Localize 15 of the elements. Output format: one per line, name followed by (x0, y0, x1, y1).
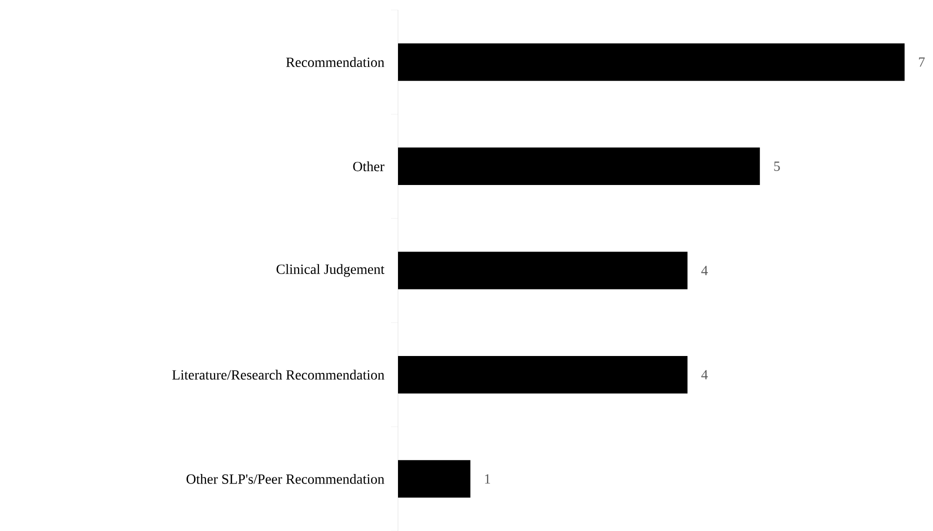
data-label: 4 (701, 266, 708, 276)
y-tick-label: Recommendation (286, 57, 384, 68)
data-label: 7 (919, 58, 925, 67)
bar (398, 252, 688, 290)
bar (398, 43, 905, 81)
data-label: 1 (485, 474, 490, 484)
data-label: 5 (774, 162, 780, 171)
y-tick-label: Other (353, 161, 384, 172)
data-label: 4 (701, 370, 708, 380)
bar (398, 148, 760, 186)
bar (398, 356, 688, 394)
y-tick-label: Other SLP's/Peer Recommendation (186, 474, 384, 484)
y-tick-label: Literature/Research Recommendation (172, 370, 384, 380)
y-tick-label: Clinical Judgement (276, 264, 384, 277)
bar (398, 460, 470, 498)
